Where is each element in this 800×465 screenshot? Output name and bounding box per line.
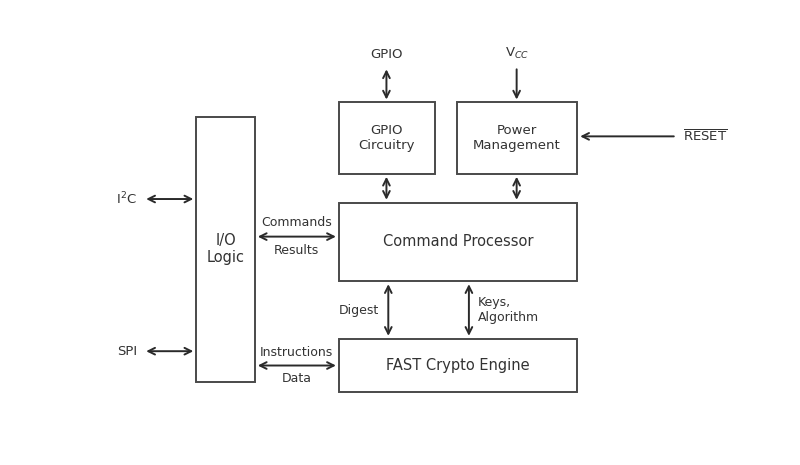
Text: Power
Management: Power Management bbox=[473, 124, 561, 152]
Text: I/O
Logic: I/O Logic bbox=[206, 233, 245, 266]
Text: GPIO: GPIO bbox=[370, 48, 402, 61]
FancyBboxPatch shape bbox=[457, 102, 578, 174]
Text: Keys,
Algorithm: Keys, Algorithm bbox=[478, 296, 539, 324]
Text: Commands: Commands bbox=[261, 216, 332, 229]
Text: Digest: Digest bbox=[338, 304, 379, 317]
Text: I$^2$C: I$^2$C bbox=[116, 191, 138, 207]
Text: Instructions: Instructions bbox=[260, 346, 333, 359]
Text: Data: Data bbox=[282, 372, 311, 385]
FancyBboxPatch shape bbox=[338, 102, 435, 174]
FancyBboxPatch shape bbox=[196, 117, 255, 382]
Text: Command Processor: Command Processor bbox=[383, 234, 534, 250]
Text: FAST Crypto Engine: FAST Crypto Engine bbox=[386, 358, 530, 373]
Text: GPIO
Circuitry: GPIO Circuitry bbox=[358, 124, 415, 152]
Text: SPI: SPI bbox=[117, 345, 138, 358]
Text: $\overline{\mathrm{RESET}}$: $\overline{\mathrm{RESET}}$ bbox=[682, 129, 727, 144]
FancyBboxPatch shape bbox=[338, 339, 578, 392]
Text: Results: Results bbox=[274, 244, 319, 257]
FancyBboxPatch shape bbox=[338, 203, 578, 281]
Text: V$_{CC}$: V$_{CC}$ bbox=[505, 46, 529, 61]
